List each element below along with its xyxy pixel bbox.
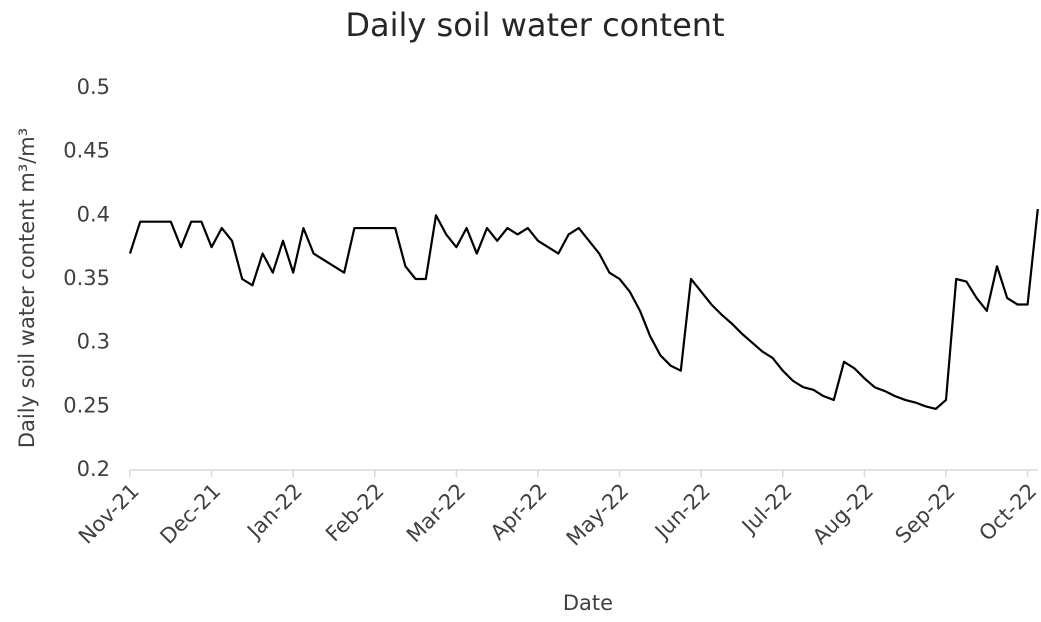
y-tick-label: 0.4 [77,202,110,226]
x-tick-label: Sep-22 [891,479,960,548]
x-tick-label: Apr-22 [486,479,552,545]
y-tick-label: 0.25 [63,393,110,417]
y-tick-label: 0.2 [77,457,110,481]
x-tick-label: Oct-22 [974,479,1041,546]
x-tick-label: Nov-21 [74,479,144,549]
x-tick-label: May-22 [562,479,634,551]
chart-title: Daily soil water content [345,6,724,44]
y-tick-label: 0.3 [77,330,110,354]
x-tick-label: Dec-21 [155,479,225,549]
x-tick-label: Mar-22 [402,479,470,547]
x-tick-label: Aug-22 [808,479,878,549]
y-tick-label: 0.35 [63,266,110,290]
y-axis-title: Daily soil water content m³/m³ [15,128,39,448]
x-tick-label: Jun-22 [649,479,715,545]
x-tick-label: Feb-22 [321,479,389,547]
x-tick-label: Jan-22 [241,479,307,545]
y-tick-label: 0.5 [77,75,110,99]
x-tick-label: Jul-22 [736,479,797,540]
x-axis-title: Date [563,591,613,615]
y-tick-label: 0.45 [63,139,110,163]
data-line [128,208,1039,410]
